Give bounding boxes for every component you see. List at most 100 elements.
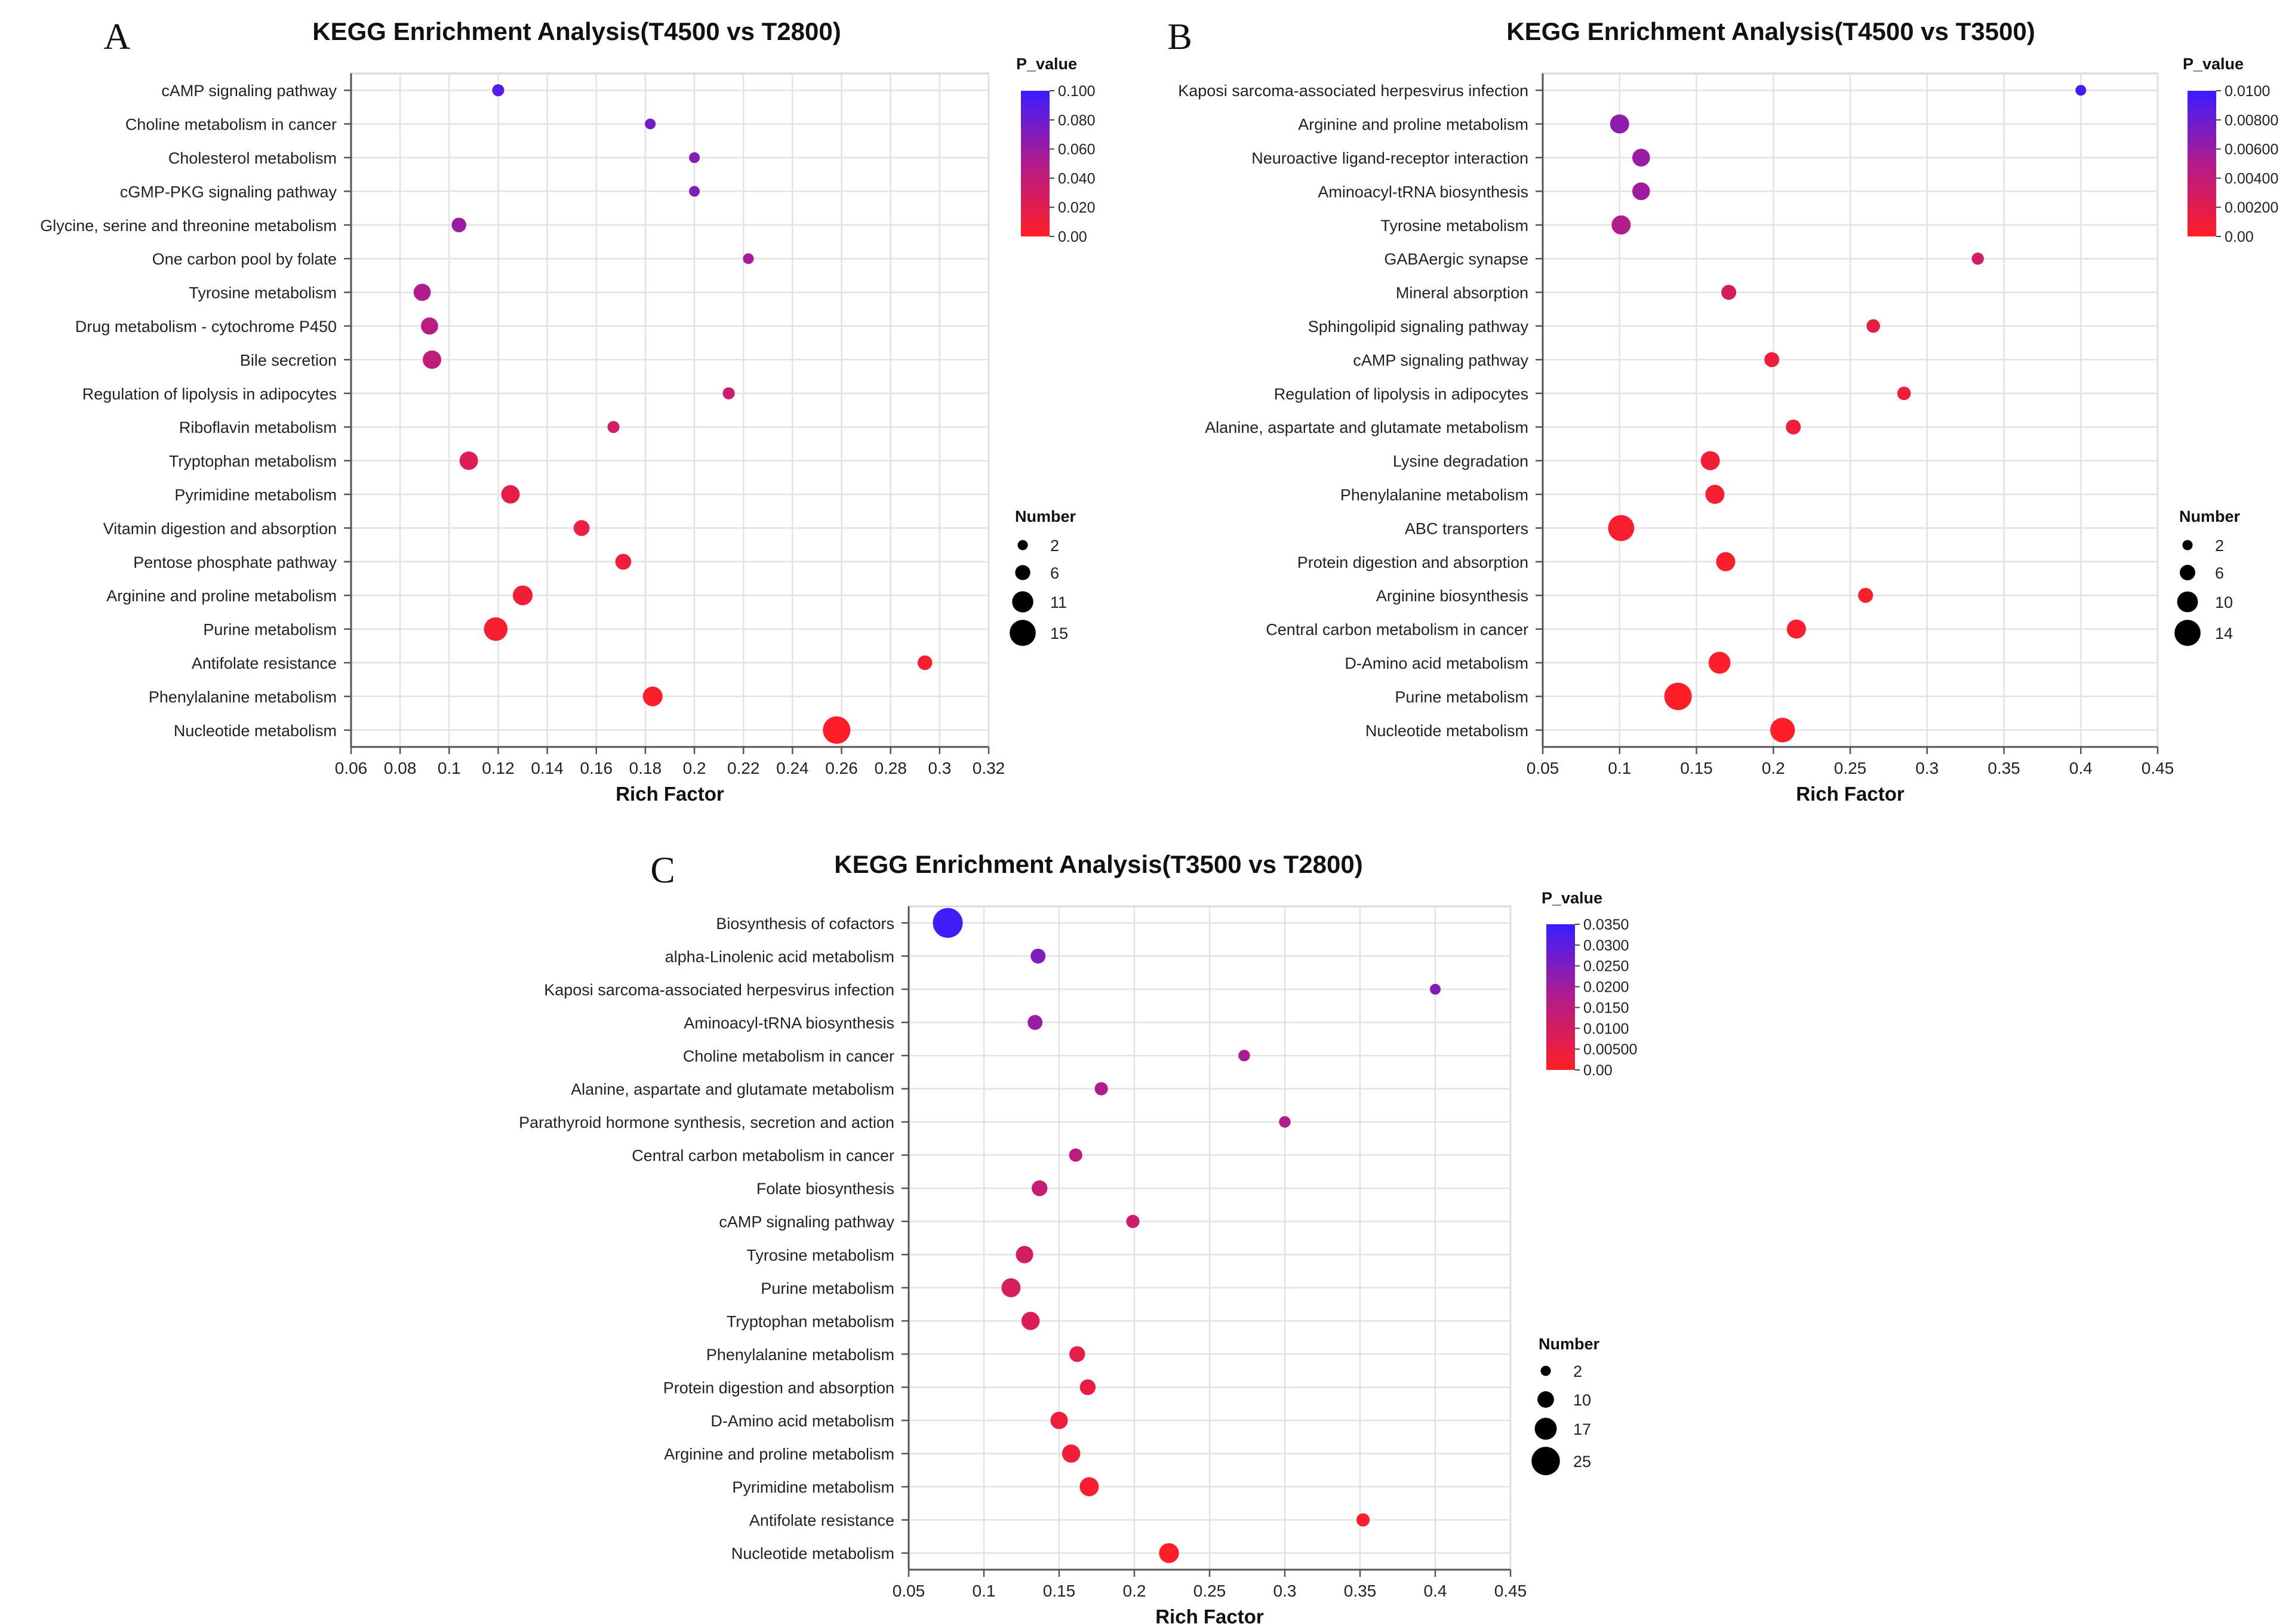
y-tick-label: Nucleotide metabolism (731, 1545, 894, 1563)
number-legend-label: 15 (1050, 625, 1068, 642)
data-point (513, 585, 533, 605)
data-point (1610, 114, 1629, 134)
data-point (1611, 215, 1631, 235)
y-tick-label: Alanine, aspartate and glutamate metabol… (1205, 419, 1528, 436)
x-tick-label: 0.16 (580, 759, 613, 777)
colorbar-tick-label: 0.0100 (2225, 83, 2270, 100)
x-tick-label: 0.32 (973, 759, 1005, 777)
y-tick-label: Phenylalanine metabolism (149, 688, 337, 706)
x-tick-label: 0.35 (1988, 759, 2020, 777)
data-point (1159, 1543, 1179, 1563)
y-tick-label: Glycine, serine and threonine metabolism (40, 217, 337, 235)
number-legend-title: Number (1539, 1335, 1600, 1353)
y-tick-label: Mineral absorption (1396, 284, 1528, 302)
panel-letter: B (1167, 17, 1192, 57)
x-tick-label: 0.05 (893, 1582, 925, 1600)
number-legend-marker (1531, 1447, 1560, 1475)
pvalue-colorbar (1546, 924, 1575, 1070)
data-point (1430, 983, 1441, 995)
number-legend-marker (1015, 565, 1030, 580)
data-point (501, 485, 520, 504)
x-tick-label: 0.45 (2142, 759, 2174, 777)
number-legend-marker (2182, 540, 2193, 550)
y-tick-label: cAMP signaling pathway (161, 82, 337, 100)
y-tick-label: Cholesterol metabolism (168, 149, 337, 167)
y-tick-label: Antifolate resistance (192, 654, 337, 672)
colorbar-tick-label: 0.080 (1058, 112, 1096, 129)
x-tick-label: 0.2 (1762, 759, 1785, 777)
data-point (722, 387, 735, 399)
y-tick-label: Nucleotide metabolism (1365, 722, 1528, 740)
y-tick-label: Sphingolipid signaling pathway (1308, 318, 1529, 336)
x-tick-label: 0.3 (928, 759, 951, 777)
x-tick-label: 0.06 (335, 759, 368, 777)
y-tick-label: cAMP signaling pathway (719, 1213, 894, 1231)
colorbar-tick-label: 0.0350 (1583, 916, 1629, 933)
data-point (1094, 1082, 1108, 1096)
data-point (1608, 515, 1635, 542)
y-tick-label: Arginine and proline metabolism (664, 1445, 894, 1463)
colorbar-tick-label: 0.00400 (2225, 170, 2278, 187)
pvalue-colorbar (2188, 91, 2216, 236)
data-point (1786, 419, 1801, 435)
y-tick-label: cGMP-PKG signaling pathway (120, 183, 337, 201)
x-tick-label: 0.3 (1915, 759, 1939, 777)
colorbar-tick-label: 0.0250 (1583, 958, 1629, 975)
x-tick-label: 0.28 (874, 759, 907, 777)
panel-letter: C (650, 850, 675, 891)
y-tick-label: Nucleotide metabolism (174, 722, 337, 740)
x-axis-label: Rich Factor (1155, 1605, 1264, 1624)
data-point (573, 520, 590, 536)
y-tick-label: Central carbon metabolism in cancer (1266, 621, 1528, 639)
data-point (413, 284, 431, 301)
data-point (642, 686, 663, 706)
number-legend-label: 10 (2215, 593, 2233, 611)
data-point (615, 553, 632, 570)
number-legend-label: 6 (1050, 564, 1059, 582)
y-tick-label: Arginine and proline metabolism (106, 587, 337, 605)
colorbar-tick-label: 0.00500 (1583, 1041, 1637, 1058)
y-tick-label: Pyrimidine metabolism (174, 486, 337, 504)
data-point (607, 421, 620, 433)
x-tick-label: 0.26 (825, 759, 858, 777)
data-point (1971, 253, 1984, 265)
data-point (484, 617, 508, 641)
y-tick-label: Folate biosynthesis (756, 1180, 894, 1198)
x-tick-label: 0.24 (776, 759, 809, 777)
y-tick-label: Phenylalanine metabolism (706, 1346, 894, 1364)
data-point (1027, 1014, 1043, 1030)
colorbar-tick-label: 0.020 (1058, 199, 1096, 216)
y-tick-label: Aminoacyl-tRNA biosynthesis (1318, 183, 1528, 201)
x-tick-label: 0.08 (384, 759, 417, 777)
y-tick-label: Drug metabolism - cytochrome P450 (75, 318, 337, 336)
data-point (1016, 1245, 1033, 1263)
data-point (1632, 149, 1650, 167)
y-tick-label: Tyrosine metabolism (189, 284, 337, 302)
number-legend-marker (1010, 620, 1036, 646)
chart-panel-b: B KEGG Enrichment Analysis(T4500 vs T3500… (1167, 17, 2278, 805)
y-tick-label: Parathyroid hormone synthesis, secretion… (519, 1114, 894, 1131)
data-point (1716, 552, 1736, 571)
number-legend-label: 2 (2215, 537, 2224, 555)
data-point (1126, 1214, 1140, 1228)
number-legend-label: 10 (1573, 1391, 1591, 1409)
pvalue-legend-title: P_value (1542, 889, 1602, 907)
data-point (1700, 451, 1720, 470)
x-tick-label: 0.12 (482, 759, 515, 777)
y-tick-label: D-Amino acid metabolism (1345, 654, 1528, 672)
x-tick-label: 0.4 (1424, 1582, 1447, 1600)
y-tick-label: Choline metabolism in cancer (125, 116, 337, 134)
x-axis-label: Rich Factor (1796, 783, 1905, 805)
number-legend-label: 2 (1573, 1362, 1582, 1380)
y-tick-label: alpha-Linolenic acid metabolism (665, 948, 894, 965)
colorbar-tick-label: 0.00 (2225, 229, 2254, 245)
data-point (933, 908, 963, 938)
x-tick-label: 0.45 (1494, 1582, 1527, 1600)
x-tick-label: 0.05 (1527, 759, 1559, 777)
x-tick-label: 0.4 (2069, 759, 2093, 777)
x-tick-label: 0.15 (1043, 1582, 1076, 1600)
data-point (1030, 948, 1046, 964)
data-point (689, 152, 700, 163)
y-tick-label: Neuroactive ligand-receptor interaction (1251, 149, 1528, 167)
